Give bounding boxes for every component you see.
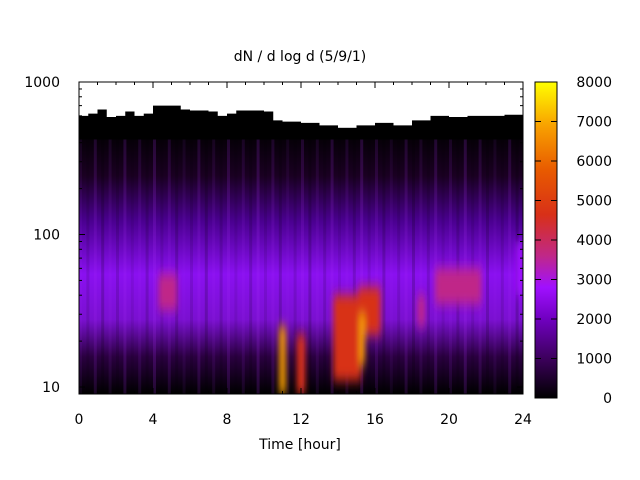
heatmap-features (158, 241, 523, 394)
heatmap-streak (212, 127, 216, 394)
x-tick-label: 4 (149, 412, 158, 428)
heatmap-streak (404, 127, 408, 394)
heatmap-feature (279, 326, 286, 394)
heatmap-streak (315, 127, 319, 394)
heatmap-streak (227, 127, 230, 394)
x-tick-label: 8 (223, 412, 232, 428)
heatmap-streak (293, 127, 297, 394)
heatmap-streak (434, 127, 438, 394)
heatmap-feature (296, 334, 306, 394)
heatmap-streak (352, 127, 356, 394)
colorbar-tick-label: 4000 (576, 233, 612, 249)
x-tick-label: 20 (440, 412, 458, 428)
heatmap-streak (419, 127, 423, 394)
heatmap-streak (123, 127, 127, 394)
heatmap-feature (359, 314, 365, 365)
heatmap-streak (500, 127, 504, 394)
colorbar-tick-label: 2000 (576, 312, 612, 328)
heatmap-streak (264, 127, 267, 394)
y-axis: 10 100 1000 (24, 75, 523, 396)
heatmap-streak (286, 127, 290, 394)
heatmap-feature (515, 241, 523, 296)
colorbar-axis: 0 1000 2000 3000 4000 5000 6000 7000 8000 (535, 75, 612, 407)
heatmap-streak (79, 127, 82, 394)
heatmap-streak (397, 127, 401, 394)
heatmap-streak (478, 127, 482, 394)
heatmap-streak (456, 127, 460, 394)
x-tick-label: 16 (366, 412, 384, 428)
colorbar-tick-label: 6000 (576, 154, 612, 170)
heatmap-layer (79, 105, 523, 394)
plot-area (79, 82, 523, 394)
heatmap-streak (345, 127, 349, 394)
x-tick-label: 24 (514, 412, 532, 428)
heatmap-streak (449, 127, 452, 394)
heatmap-streak (167, 127, 171, 394)
x-tick-label: 0 (75, 412, 84, 428)
chart-title: dN / d log d (5/9/1) (234, 49, 367, 65)
heatmap-streak (301, 127, 304, 394)
heatmap-streak (441, 127, 445, 394)
heatmap-streak (182, 127, 186, 394)
colorbar-tick-label: 0 (603, 391, 612, 407)
heatmap-streak (219, 127, 223, 394)
heatmap-streak (323, 127, 327, 394)
x-tick-label: 12 (292, 412, 310, 428)
heatmap-streak (471, 127, 475, 394)
heatmap-streak (360, 127, 364, 394)
heatmap-streak (145, 127, 149, 394)
heatmap-streak (153, 127, 156, 394)
heatmap-streak (382, 127, 386, 394)
heatmap-streak (190, 127, 193, 394)
y-tick-label: 1000 (24, 75, 60, 91)
x-axis: 0 4 8 12 16 20 24 (75, 82, 532, 428)
heatmap-streak (278, 127, 282, 394)
heatmap-streak (86, 127, 90, 394)
colorbar-tick-label: 1000 (576, 352, 612, 368)
heatmap-streak (426, 127, 430, 394)
heatmap-streak (93, 127, 97, 394)
heatmap-streak (256, 127, 260, 394)
heatmap-feature (417, 295, 425, 327)
heatmap-streak (138, 127, 142, 394)
heatmap-streak (101, 127, 105, 394)
x-axis-label: Time [hour] (258, 437, 341, 453)
heatmap-streak (308, 127, 312, 394)
heatmap-streak (330, 127, 334, 394)
heatmap-streak (130, 127, 134, 394)
heatmap-streak (486, 127, 489, 394)
colorbar-tick-label: 5000 (576, 194, 612, 210)
heatmap-feature (158, 274, 178, 310)
heatmap-streak (234, 127, 238, 394)
heatmap-streak (412, 127, 415, 394)
heatmap-streak (175, 127, 179, 394)
colorbar-tick-label: 8000 (576, 75, 612, 91)
colorbar-tick-label: 7000 (576, 115, 612, 131)
heatmap-streak (271, 127, 275, 394)
heatmap-feature (333, 295, 362, 381)
heatmap-streak (367, 127, 371, 394)
heatmap-streak (338, 127, 341, 394)
heatmap-feature (435, 268, 482, 305)
colorbar-tick-label: 3000 (576, 273, 612, 289)
heatmap-streak (160, 127, 164, 394)
heatmap-streak (241, 127, 245, 394)
heatmap-streak (249, 127, 253, 394)
heatmap-streak (108, 127, 112, 394)
heatmap-streak (197, 127, 201, 394)
y-tick-label: 10 (42, 380, 60, 396)
heatmap-streak (463, 127, 467, 394)
heatmap-streak (508, 127, 512, 394)
heatmap-streak (116, 127, 119, 394)
heatmap-streak (493, 127, 497, 394)
data-limit-band (79, 105, 523, 140)
heatmap-streak (204, 127, 208, 394)
heatmap-streak (389, 127, 393, 394)
heatmap-streak (375, 127, 378, 394)
y-tick-label: 100 (33, 228, 60, 244)
